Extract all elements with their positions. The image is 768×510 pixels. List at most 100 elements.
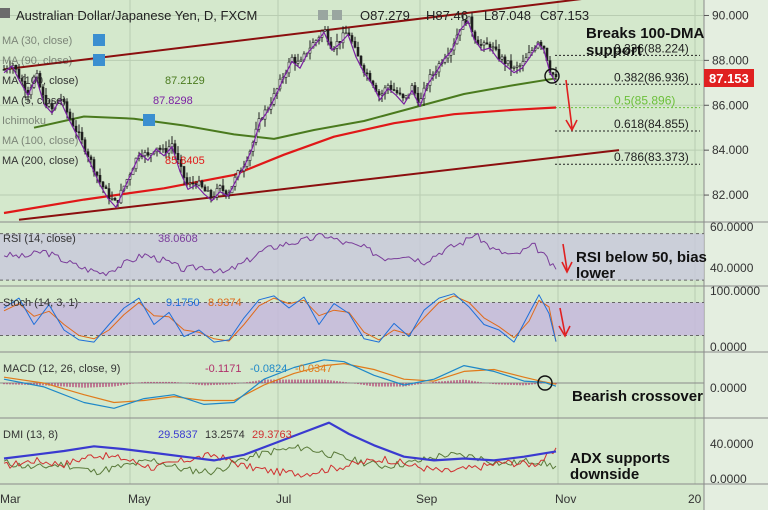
price-pane[interactable]: 0.236(88.224) 0.382(86.936) 0.5(85.896) 0.6… (2, 0, 700, 221)
symbol-title: Australian Dollar/Japanese Yen, D, FXCM (16, 8, 257, 23)
rsi-band (0, 233, 704, 281)
candle-body (413, 85, 417, 94)
candle-body (209, 190, 213, 198)
candle-body (521, 61, 525, 66)
candle-body (377, 91, 381, 96)
candle-body (485, 42, 489, 45)
candle-body (500, 56, 504, 60)
candle-body (512, 67, 516, 69)
candle-body (203, 186, 207, 192)
time-label-jul: Jul (276, 492, 291, 506)
candle-body (113, 197, 117, 201)
annotation-adx-2: downside (570, 466, 639, 483)
arrow-price-head-icon (565, 119, 578, 132)
candle-body (200, 180, 204, 188)
price-tick-label: 88.000 (712, 53, 749, 67)
candle-body (515, 65, 519, 68)
candle-body (20, 78, 24, 82)
ohlc-close: C87.153 (540, 8, 589, 23)
ma5-line (3, 20, 557, 208)
candle-body (101, 181, 105, 188)
annotation-macd: Bearish crossover (572, 388, 703, 405)
rsi-pane[interactable] (0, 232, 704, 281)
candle-body (143, 152, 147, 157)
candle-body (356, 46, 360, 57)
stoch-pane[interactable] (0, 293, 704, 343)
candle-body (89, 156, 93, 160)
time-label-may: May (128, 492, 151, 506)
arrow-rsi-icon (562, 243, 568, 271)
eye-icon[interactable] (143, 114, 155, 126)
circle-ma-break-icon (544, 68, 560, 84)
candle-body (161, 148, 165, 150)
candle-body (296, 60, 300, 64)
time-label-year: 20 (688, 492, 702, 506)
candle-body (77, 131, 81, 134)
dmi-tick-0: 0.0000 (710, 472, 747, 486)
price-tick-label: 86.000 (712, 98, 749, 112)
candle-body (185, 177, 189, 184)
macd-signal-value: -0.0347 (295, 363, 332, 375)
candle-body (218, 185, 222, 189)
candle-body (497, 49, 501, 60)
settings-icon[interactable] (318, 10, 328, 20)
candle-body (188, 182, 192, 185)
candle-body (50, 103, 54, 110)
candle-body (380, 93, 384, 96)
highlight-circles (537, 68, 560, 391)
candle-body (341, 32, 345, 44)
close-icon[interactable] (332, 10, 342, 20)
annotation-rsi-2: lower (576, 265, 615, 282)
macd-line (3, 359, 557, 409)
candle-body (488, 43, 492, 48)
collapse-icon[interactable] (0, 8, 10, 18)
candle-body (482, 42, 486, 46)
eye-icon[interactable] (93, 34, 105, 46)
candle-body (401, 93, 405, 99)
legend-ma100-value: 87.2129 (165, 75, 205, 87)
dmi-pane[interactable] (3, 421, 557, 478)
candle-body (398, 92, 402, 95)
candle-body (518, 65, 522, 67)
legend-ichimoku: Ichimoku (2, 115, 46, 127)
candle-body (323, 29, 327, 32)
candle-body (410, 85, 414, 95)
current-price-badge: 87.153 (704, 69, 754, 87)
candle-body (503, 56, 507, 65)
price-axis[interactable]: 90.000 88.000 86.000 84.000 82.000 (704, 8, 749, 202)
candle-body (80, 131, 84, 141)
candle-body (197, 180, 201, 186)
macd-signal-line (3, 363, 557, 404)
channel-lower-line (18, 149, 620, 221)
stoch-tick-100: 100.0000 (710, 284, 760, 298)
price-tick-label: 84.000 (712, 143, 749, 157)
candle-body (65, 101, 69, 113)
dmi-plus-line (3, 444, 557, 476)
annotation-adx: ADX supports (570, 450, 670, 467)
macd-hist-value: -0.1171 (205, 363, 242, 375)
candle-body (350, 35, 354, 42)
time-label-sep: Sep (416, 492, 438, 506)
macd-pane[interactable] (0, 359, 704, 409)
eye-icon[interactable] (93, 54, 105, 66)
candle-body (365, 72, 369, 75)
rsi-label: RSI (14, close) (3, 233, 76, 245)
fib-label: 0.786(83.373) (614, 150, 689, 164)
candle-body (389, 85, 393, 90)
candle-body (182, 166, 186, 178)
dmi-minus-line (3, 447, 557, 478)
stoch-k-value: 9.1750 (166, 297, 200, 309)
fib-label: 0.236(88.224) (614, 41, 689, 55)
candle-body (98, 175, 102, 183)
candle-body (2, 69, 6, 71)
dmi-plus-value: 13.2574 (205, 429, 245, 441)
candle-body (542, 45, 546, 49)
arrow-stoch-icon (559, 307, 566, 335)
legend-ma30: MA (30, close) (2, 35, 72, 47)
legend-ma5: MA (5, close) (2, 95, 66, 107)
legend-ma200-value: 85.8405 (165, 155, 205, 167)
fib-label: 0.5(85.896) (614, 94, 675, 108)
stoch-k-line (3, 293, 557, 343)
time-axis[interactable]: Mar May Jul Sep Nov 20 (0, 492, 702, 506)
